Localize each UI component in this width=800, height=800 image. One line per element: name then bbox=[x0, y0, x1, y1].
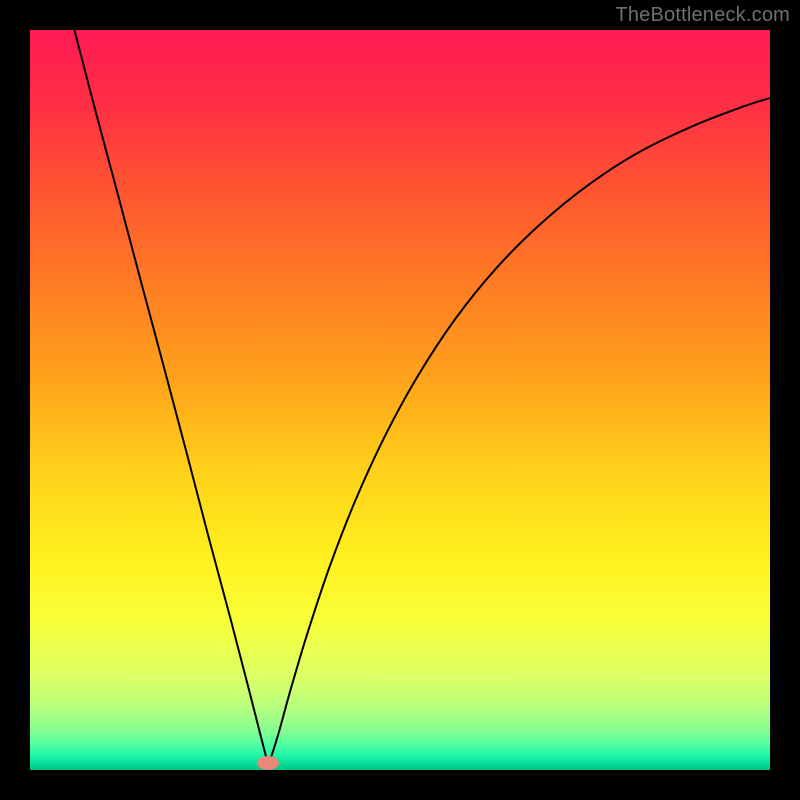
plot-area bbox=[30, 30, 770, 770]
minimum-marker bbox=[257, 756, 279, 770]
bottleneck-curve bbox=[74, 30, 770, 764]
curve-layer bbox=[30, 30, 770, 770]
chart-container: TheBottleneck.com bbox=[0, 0, 800, 800]
watermark-text: TheBottleneck.com bbox=[615, 4, 790, 27]
